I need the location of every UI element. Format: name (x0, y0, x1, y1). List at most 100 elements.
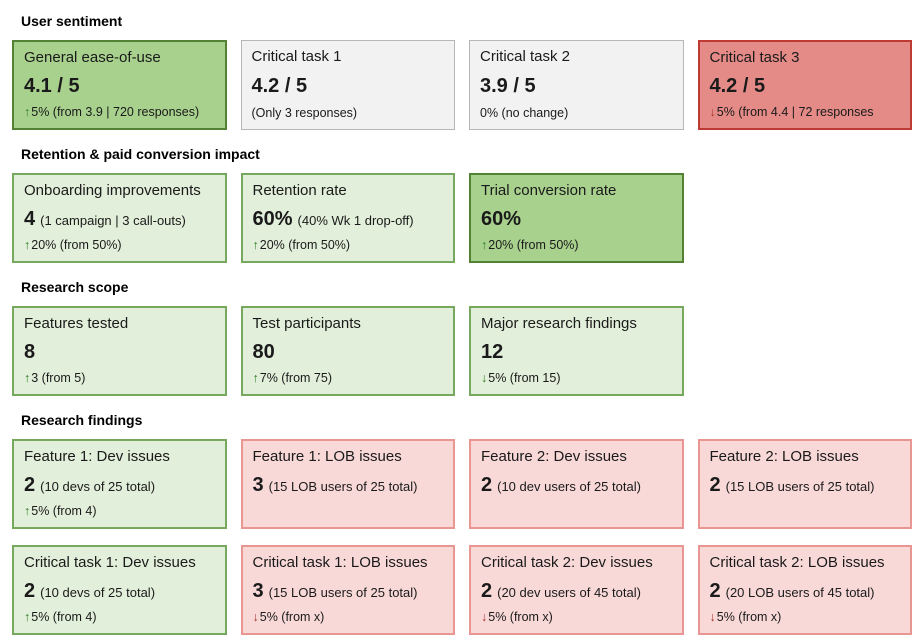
up-arrow-icon: ↑ (24, 610, 31, 624)
card-title: Feature 1: LOB issues (252, 448, 402, 465)
card-delta: ↓5% (from 15) (481, 371, 672, 386)
card-value: 8 (24, 341, 215, 364)
up-arrow-icon: ↑ (24, 371, 31, 385)
section-retention-conversion: Retention & paid conversion impact Onboa… (12, 146, 912, 263)
delta-text: 5% (from x) (716, 610, 782, 624)
card-row: Feature 1: Dev issues 2 (10 devs of 25 to… (12, 439, 912, 529)
metric-value: 3 (252, 473, 264, 496)
card-delta: ↑5% (from 4) (24, 610, 215, 625)
card-delta (710, 504, 901, 519)
card-value: 60% (481, 208, 672, 231)
delta-text: 7% (from 75) (259, 371, 332, 385)
card-critical-task-2-lob-issues: Critical task 2: LOB issues 2 (20 LOB use… (697, 545, 912, 635)
metric-note: (15 LOB users of 25 total) (725, 478, 875, 494)
down-arrow-icon: ↓ (709, 610, 716, 624)
section-title: Retention & paid conversion impact (21, 146, 260, 162)
card-delta: ↑5% (from 4) (24, 504, 215, 519)
card-value: 4.1 / 5 (24, 75, 215, 98)
card-onboarding-improvements: Onboarding improvements 4 (1 campaign | 3… (12, 173, 227, 263)
metric-value: 80 (252, 340, 275, 363)
card-delta: ↑20% (from 50%) (481, 238, 672, 253)
card-value: 3 (15 LOB users of 25 total) (253, 580, 444, 603)
up-arrow-icon: ↑ (24, 504, 31, 518)
card-value: 4.2 / 5 (252, 75, 445, 98)
metric-note: (40% Wk 1 drop-off) (297, 212, 414, 228)
metric-note: (10 devs of 25 total) (40, 584, 156, 600)
card-delta: (Only 3 responses) (252, 106, 445, 121)
card-value: 2 (20 LOB users of 45 total) (710, 580, 901, 603)
card-critical-task-1-lob-issues: Critical task 1: LOB issues 3 (15 LOB use… (240, 545, 455, 635)
delta-text: 3 (from 5) (31, 371, 86, 385)
metric-note: (20 LOB users of 45 total) (725, 584, 875, 600)
card-value: 2 (15 LOB users of 25 total) (710, 474, 901, 497)
card-test-participants: Test participants 80 ↑7% (from 75) (240, 306, 455, 396)
card-delta: ↓5% (from x) (253, 610, 444, 625)
metric-note: (15 LOB users of 25 total) (268, 584, 418, 600)
card-title: General ease-of-use (24, 49, 161, 66)
card-title: Onboarding improvements (24, 182, 201, 199)
card-delta: ↑5% (from 3.9 | 720 responses) (24, 105, 215, 120)
metric-note: (1 campaign | 3 call-outs) (40, 212, 186, 228)
section-title: User sentiment (21, 13, 123, 29)
up-arrow-icon: ↑ (24, 105, 31, 119)
section-user-sentiment: User sentiment General ease-of-use 4.1 /… (12, 13, 912, 130)
card-title: Critical task 2: LOB issues (709, 554, 885, 571)
delta-text: 5% (from 4) (31, 504, 97, 518)
card-value: 2 (20 dev users of 45 total) (481, 580, 672, 603)
metric-value: 2 (481, 579, 493, 602)
card-retention-rate: Retention rate 60% (40% Wk 1 drop-off) ↑2… (240, 173, 455, 263)
card-delta: ↓5% (from x) (481, 610, 672, 625)
delta-text: 20% (from 50%) (31, 238, 122, 252)
metric-value: 60% (481, 207, 522, 230)
card-row: General ease-of-use 4.1 / 5 ↑5% (from 3.… (12, 40, 912, 130)
delta-text: 5% (from 4) (31, 610, 97, 624)
card-row: Critical task 1: Dev issues 2 (10 devs of… (12, 545, 912, 635)
card-title: Critical task 2 (480, 48, 571, 65)
delta-text: 5% (from x) (488, 610, 553, 624)
metric-value: 4 (24, 207, 36, 230)
card-delta: ↑20% (from 50%) (24, 238, 215, 253)
card-title: Critical task 3 (709, 49, 800, 66)
down-arrow-icon: ↓ (252, 610, 259, 624)
card-title: Trial conversion rate (481, 182, 617, 199)
metric-value: 3.9 / 5 (480, 74, 536, 97)
section-research-scope: Research scope Features tested 8 ↑3 (fro… (12, 279, 912, 396)
metric-value: 4.2 / 5 (251, 74, 308, 97)
card-delta: ↑20% (from 50%) (253, 238, 444, 253)
metric-value: 12 (481, 340, 504, 363)
delta-text: (Only 3 responses) (251, 106, 358, 120)
up-arrow-icon: ↑ (24, 238, 31, 252)
card-feature-2-lob-issues: Feature 2: LOB issues 2 (15 LOB users of … (697, 439, 912, 529)
section-title: Research findings (21, 412, 143, 428)
card-trial-conversion-rate: Trial conversion rate 60% ↑20% (from 50%… (469, 173, 684, 263)
down-arrow-icon: ↓ (481, 610, 488, 624)
down-arrow-icon: ↓ (709, 105, 716, 119)
card-title: Feature 1: Dev issues (24, 448, 170, 465)
metric-value: 2 (24, 579, 36, 602)
card-value: 3.9 / 5 (480, 75, 673, 98)
card-value: 60% (40% Wk 1 drop-off) (253, 208, 444, 231)
delta-text: 5% (from 3.9 | 720 responses) (31, 105, 200, 119)
card-delta: ↑7% (from 75) (253, 371, 444, 386)
card-major-research-findings: Major research findings 12 ↓5% (from 15) (469, 306, 684, 396)
card-value: 3 (15 LOB users of 25 total) (253, 474, 444, 497)
delta-text: 0% (no change) (480, 106, 569, 120)
card-title: Feature 2: Dev issues (481, 448, 627, 465)
card-delta: ↓5% (from 4.4 | 72 responses (710, 105, 901, 120)
card-value: 2 (10 devs of 25 total) (24, 474, 215, 497)
card-title: Critical task 1: Dev issues (24, 554, 196, 571)
card-delta: ↑3 (from 5) (24, 371, 215, 386)
card-value: 12 (481, 341, 672, 364)
card-title: Major research findings (481, 315, 637, 332)
metric-value: 3 (252, 579, 264, 602)
card-title: Retention rate (252, 182, 347, 199)
up-arrow-icon: ↑ (252, 371, 259, 385)
card-delta (253, 504, 444, 519)
card-feature-1-dev-issues: Feature 1: Dev issues 2 (10 devs of 25 to… (12, 439, 227, 529)
card-critical-task-3: Critical task 3 4.2 / 5 ↓5% (from 4.4 | … (697, 40, 912, 130)
card-value: 2 (10 dev users of 25 total) (481, 474, 672, 497)
card-title: Critical task 1: LOB issues (252, 554, 428, 571)
card-delta (481, 504, 672, 519)
card-feature-2-dev-issues: Feature 2: Dev issues 2 (10 dev users of … (469, 439, 684, 529)
metric-note: (20 dev users of 45 total) (497, 584, 641, 600)
